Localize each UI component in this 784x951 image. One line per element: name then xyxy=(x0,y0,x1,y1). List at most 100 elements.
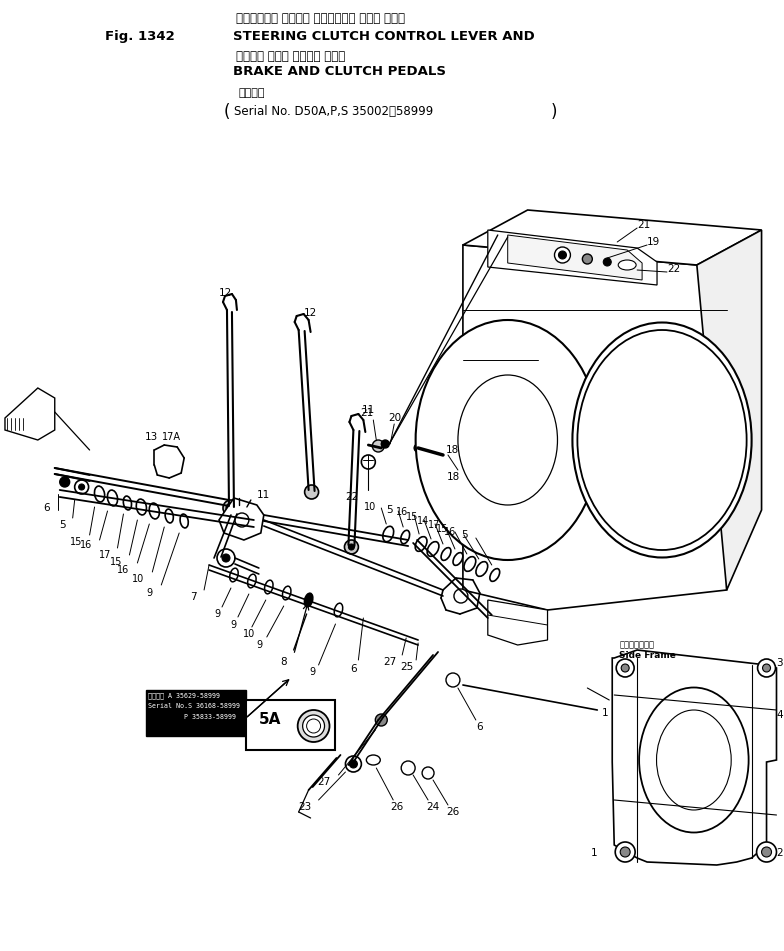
Circle shape xyxy=(223,500,239,516)
Text: 適用号機 A 35629-58999: 適用号機 A 35629-58999 xyxy=(148,692,220,699)
Text: 27: 27 xyxy=(383,657,396,667)
Ellipse shape xyxy=(304,593,313,607)
Ellipse shape xyxy=(123,496,132,510)
Text: 13: 13 xyxy=(145,432,158,442)
Circle shape xyxy=(616,659,634,677)
Ellipse shape xyxy=(180,514,188,528)
Text: 1: 1 xyxy=(590,848,597,858)
Polygon shape xyxy=(488,600,547,645)
Text: 17: 17 xyxy=(427,520,440,530)
Circle shape xyxy=(381,440,389,448)
Circle shape xyxy=(344,540,358,554)
Text: 17A: 17A xyxy=(162,432,181,442)
Ellipse shape xyxy=(366,755,380,765)
Text: 9: 9 xyxy=(310,667,316,677)
Text: BRAKE AND CLUTCH PEDALS: BRAKE AND CLUTCH PEDALS xyxy=(233,65,446,78)
Text: 10: 10 xyxy=(132,574,144,584)
Bar xyxy=(147,690,246,736)
Circle shape xyxy=(401,761,415,775)
Circle shape xyxy=(620,847,630,857)
Text: Side Frame: Side Frame xyxy=(619,651,676,660)
Text: 10: 10 xyxy=(364,502,376,512)
Text: 5A: 5A xyxy=(259,712,281,728)
Ellipse shape xyxy=(476,562,488,576)
Text: 21: 21 xyxy=(361,408,374,418)
Text: 7: 7 xyxy=(191,592,197,602)
Text: 22: 22 xyxy=(667,264,681,274)
Text: 3: 3 xyxy=(776,658,783,668)
Text: (: ( xyxy=(224,103,230,121)
Circle shape xyxy=(60,477,70,487)
Ellipse shape xyxy=(334,603,343,617)
Circle shape xyxy=(348,544,354,550)
Text: 17: 17 xyxy=(99,550,111,560)
Text: 9: 9 xyxy=(230,620,236,630)
Text: 14: 14 xyxy=(417,516,429,526)
Text: 11: 11 xyxy=(257,490,270,500)
Ellipse shape xyxy=(165,509,173,523)
Text: 20: 20 xyxy=(388,413,401,423)
Ellipse shape xyxy=(383,526,394,542)
Circle shape xyxy=(350,760,358,768)
Text: 12: 12 xyxy=(219,288,231,298)
Text: 24: 24 xyxy=(426,802,439,812)
Ellipse shape xyxy=(441,548,451,560)
Ellipse shape xyxy=(303,715,325,737)
Ellipse shape xyxy=(572,322,752,557)
Text: 15: 15 xyxy=(436,524,448,534)
Text: 16: 16 xyxy=(396,507,408,517)
Text: 5: 5 xyxy=(387,505,394,515)
Polygon shape xyxy=(612,650,776,865)
Text: 27: 27 xyxy=(318,777,331,787)
Circle shape xyxy=(763,664,771,672)
Text: 6: 6 xyxy=(43,503,49,513)
Ellipse shape xyxy=(401,531,409,544)
Text: 16: 16 xyxy=(444,527,456,537)
Text: 15: 15 xyxy=(406,512,418,522)
Ellipse shape xyxy=(416,536,427,552)
Ellipse shape xyxy=(264,580,273,593)
Ellipse shape xyxy=(307,719,321,733)
Ellipse shape xyxy=(464,556,476,572)
Circle shape xyxy=(376,714,387,726)
Circle shape xyxy=(615,842,635,862)
Circle shape xyxy=(226,503,236,513)
Text: 16: 16 xyxy=(80,540,93,550)
Polygon shape xyxy=(463,210,761,265)
Text: 9: 9 xyxy=(146,588,152,598)
Text: 4: 4 xyxy=(776,710,783,720)
Circle shape xyxy=(558,251,567,259)
Circle shape xyxy=(74,480,89,494)
Ellipse shape xyxy=(453,553,463,566)
Ellipse shape xyxy=(230,568,238,582)
Text: 18: 18 xyxy=(446,472,459,482)
Circle shape xyxy=(446,673,460,687)
Ellipse shape xyxy=(298,710,329,742)
Circle shape xyxy=(217,549,235,567)
Circle shape xyxy=(361,455,376,469)
Text: 23: 23 xyxy=(299,802,311,812)
Ellipse shape xyxy=(490,569,499,581)
Polygon shape xyxy=(488,230,657,285)
Text: 8: 8 xyxy=(280,657,287,667)
Ellipse shape xyxy=(248,574,256,588)
Text: 6: 6 xyxy=(476,722,482,732)
Text: 16: 16 xyxy=(117,565,129,575)
Ellipse shape xyxy=(427,542,439,556)
Ellipse shape xyxy=(416,320,600,560)
Text: 25: 25 xyxy=(400,662,413,672)
Ellipse shape xyxy=(458,375,557,505)
Text: 22: 22 xyxy=(345,492,358,502)
Circle shape xyxy=(78,484,85,490)
Text: 15: 15 xyxy=(71,537,82,547)
Circle shape xyxy=(554,247,571,263)
Text: 2: 2 xyxy=(776,848,783,858)
Circle shape xyxy=(621,664,629,672)
Polygon shape xyxy=(219,498,263,540)
Text: Fig. 1342: Fig. 1342 xyxy=(104,30,174,43)
Text: 5: 5 xyxy=(461,530,468,540)
Circle shape xyxy=(454,589,468,603)
Text: 12: 12 xyxy=(304,308,318,318)
Text: 26: 26 xyxy=(390,802,404,812)
Ellipse shape xyxy=(639,688,749,832)
